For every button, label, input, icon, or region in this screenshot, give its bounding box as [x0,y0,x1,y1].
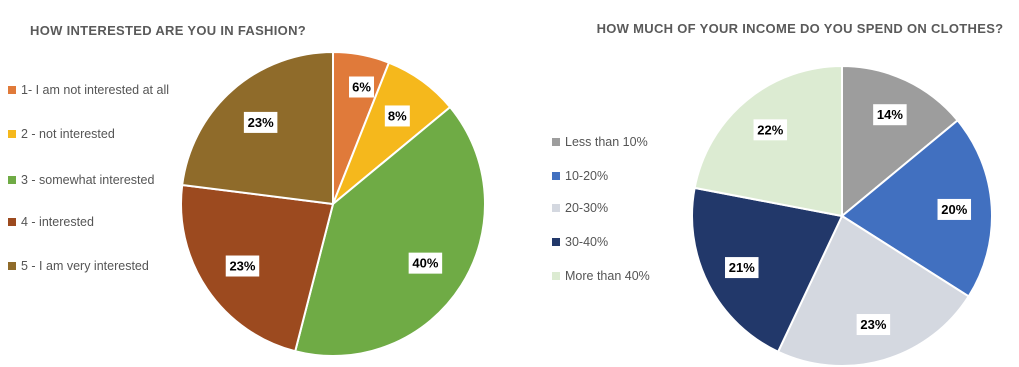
legend-label: 30-40% [565,235,609,249]
slice-value-label: 22% [757,122,783,137]
slice-label-background [408,252,443,274]
legend-item: 5 - I am very interested [8,258,183,274]
legend-label: 5 - I am very interested [21,259,149,273]
legend-label: 3 - somewhat interested [21,173,155,187]
pie-slice [840,118,993,298]
legend-swatch [8,130,16,138]
slice-data-label: 8% [384,105,410,127]
legend-swatch [552,204,560,212]
legend-item: 1- I am not interested at all [8,82,183,98]
legend-swatch [552,172,560,180]
slice-label-background [873,104,907,126]
legend-label: 2 - not interested [21,127,115,141]
chart-title: HOW INTERESTED ARE YOU IN FASHION? [30,23,306,38]
legend-item: More than 40% [552,268,692,284]
chart-title: HOW MUCH OF YOUR INCOME DO YOU SPEND ON … [596,21,1004,36]
slice-label-background [225,255,260,277]
legend-swatch [552,272,560,280]
slice-data-label: 40% [408,252,443,274]
legend-item: 30-40% [552,234,692,250]
legend-swatch [8,86,16,94]
legend-label: 20-30% [565,201,609,215]
slice-label-background [937,198,972,220]
legend-swatch [8,176,16,184]
pie-slice [693,64,843,218]
slice-data-label: 23% [225,255,260,277]
legend-item: 3 - somewhat interested [8,172,183,188]
slice-value-label: 23% [229,259,255,274]
slice-data-label: 20% [937,198,972,220]
pie-chart: 14% 20% 23% 21% 22% [691,64,993,367]
slice-data-label: 22% [753,119,788,141]
legend-label: Less than 10% [565,135,648,149]
slice-value-label: 20% [941,202,967,217]
clothes-spending-chart-panel: HOW MUCH OF YOUR INCOME DO YOU SPEND ON … [520,0,1019,367]
legend-label: 4 - interested [21,215,94,229]
pie-slice [691,186,844,354]
legend-item: 20-30% [552,200,692,216]
legend-item: 2 - not interested [8,126,183,142]
slice-value-label: 40% [412,256,438,271]
legend-label: 1- I am not interested at all [21,83,169,97]
slice-value-label: 21% [729,260,755,275]
pie-chart: 6% 8% 40% 23% 23% [180,50,486,357]
fashion-interest-chart-panel: HOW INTERESTED ARE YOU IN FASHION? 1- I … [0,0,505,367]
legend-swatch [552,138,560,146]
slice-label-background [856,314,891,336]
slice-data-label: 21% [725,257,759,279]
slice-value-label: 23% [860,317,886,332]
legend-item: Less than 10% [552,134,692,150]
legend-swatch [8,262,16,270]
slice-label-background [243,111,278,133]
slice-data-label: 14% [873,104,907,126]
slice-label-background [384,105,410,127]
slice-value-label: 8% [388,108,407,123]
legend-label: More than 40% [565,269,650,283]
pie-slice [293,105,486,357]
slice-data-label: 23% [243,111,278,133]
slice-label-background [753,119,788,141]
pie-slice [841,64,959,219]
slice-value-label: 14% [877,107,903,122]
legend-swatch [8,218,16,226]
pie-slice [776,214,971,367]
slice-value-label: 23% [248,115,274,130]
legend-swatch [552,238,560,246]
slice-data-label: 6% [349,76,375,98]
slice-value-label: 6% [352,79,371,94]
legend-item: 4 - interested [8,214,183,230]
slice-label-background [725,257,759,279]
legend-item: 10-20% [552,168,692,184]
slice-data-label: 23% [856,314,891,336]
slice-label-background [349,76,375,98]
legend-label: 10-20% [565,169,609,183]
